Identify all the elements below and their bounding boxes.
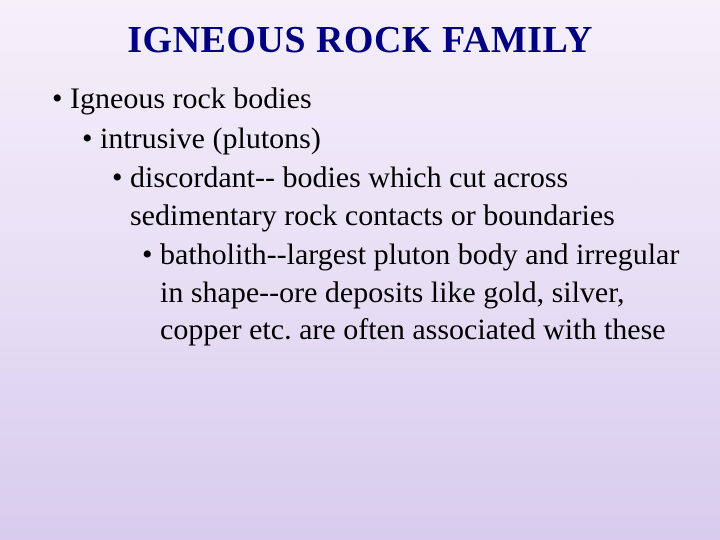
bullet-text: batholith--largest pluton body and irreg… [160, 238, 679, 346]
slide-container: IGNEOUS ROCK FAMILY • Igneous rock bodie… [0, 0, 720, 540]
bullet-level-2: • intrusive (plutons) [40, 120, 680, 158]
bullet-icon: • [142, 238, 160, 271]
bullet-icon: • [52, 82, 70, 115]
bullet-text: intrusive (plutons) [100, 122, 321, 155]
bullet-level-3: • discordant-- bodies which cut across s… [40, 159, 680, 234]
bullet-icon: • [112, 161, 130, 194]
bullet-text: Igneous rock bodies [70, 82, 312, 115]
slide-content: • Igneous rock bodies • intrusive (pluto… [40, 80, 680, 349]
bullet-level-1: • Igneous rock bodies [40, 80, 680, 118]
bullet-icon: • [82, 122, 100, 155]
slide-title: IGNEOUS ROCK FAMILY [40, 18, 680, 62]
bullet-level-4: • batholith--largest pluton body and irr… [40, 236, 680, 349]
bullet-text: discordant-- bodies which cut across sed… [130, 161, 615, 232]
